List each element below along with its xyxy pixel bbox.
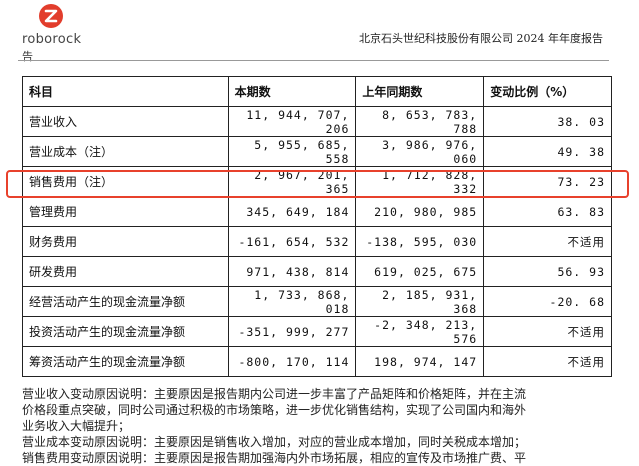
table-row: 财务费用 -161, 654, 532 -138, 595, 030 不适用 — [22, 226, 612, 257]
prior-value: 2, 185, 931, 368 — [355, 286, 485, 317]
table-row: 投资活动产生的现金流量净额 -351, 999, 277 -2, 348, 21… — [22, 316, 612, 347]
note-line: 业务收入大幅提升； — [22, 419, 131, 433]
change-ratio: 56. 93 — [483, 256, 612, 287]
current-value: 5, 955, 685, 558 — [227, 136, 357, 167]
change-ratio: 不适用 — [483, 346, 612, 377]
row-label: 研发费用 — [22, 256, 229, 287]
note-line: 营业收入变动原因说明：主要原因是报告期内公司进一步丰富了产品矩阵和价格矩阵，并在… — [22, 387, 527, 401]
current-value: -351, 999, 277 — [227, 316, 357, 347]
table-header-row: 科目 本期数 上年同期数 变动比例（%） — [22, 76, 612, 107]
row-label: 投资活动产生的现金流量净额 — [22, 316, 229, 347]
prior-value: 198, 974, 147 — [355, 346, 485, 377]
column-header: 上年同期数 — [355, 76, 485, 107]
note-line: 营业成本变动原因说明：主要原因是销售收入增加，对应的营业成本增加，同时关税成本增… — [22, 435, 527, 449]
table-row: 筹资活动产生的现金流量净额 -800, 170, 114 198, 974, 1… — [22, 346, 612, 377]
row-label: 管理费用 — [22, 196, 229, 227]
change-ratio: 不适用 — [483, 316, 612, 347]
current-value: 345, 649, 184 — [227, 196, 357, 227]
table-row: 管理费用 345, 649, 184 210, 980, 985 63. 83 — [22, 196, 612, 227]
column-header: 科目 — [22, 76, 229, 107]
logo-mark-icon — [39, 4, 63, 28]
current-value: 11, 944, 707, 206 — [227, 106, 357, 137]
highlight-annotation-box — [6, 170, 629, 198]
prior-value: 210, 980, 985 — [355, 196, 485, 227]
change-ratio: 63. 83 — [483, 196, 612, 227]
column-header: 变动比例（%） — [483, 76, 612, 107]
row-label: 营业成本（注） — [22, 136, 229, 167]
prior-value: -138, 595, 030 — [355, 226, 485, 257]
current-value: 1, 733, 868, 018 — [227, 286, 357, 317]
change-ratio: 不适用 — [483, 226, 612, 257]
table-row: 研发费用 971, 438, 814 619, 025, 675 56. 93 — [22, 256, 612, 287]
current-value: -161, 654, 532 — [227, 226, 357, 257]
prior-value: 3, 986, 976, 060 — [355, 136, 485, 167]
brand-name: roborock — [22, 32, 82, 47]
column-header: 本期数 — [227, 76, 357, 107]
table-row: 经营活动产生的现金流量净额 1, 733, 868, 018 2, 185, 9… — [22, 286, 612, 317]
row-label: 经营活动产生的现金流量净额 — [22, 286, 229, 317]
change-ratio: 38. 03 — [483, 106, 612, 137]
financial-table: 科目 本期数 上年同期数 变动比例（%） 营业收入 11, 944, 707, … — [22, 76, 612, 377]
explanation-notes: 营业收入变动原因说明：主要原因是报告期内公司进一步丰富了产品矩阵和价格矩阵，并在… — [22, 386, 614, 466]
report-title: 北京石头世纪科技股份有限公司 2024 年年度报告 — [359, 32, 603, 45]
row-label: 财务费用 — [22, 226, 229, 257]
note-line: 价格段重点突破，同时公司通过积极的市场策略，进一步优化销售结构，实现了公司国内和… — [22, 403, 527, 417]
note-line: 销售费用变动原因说明：主要原因是报告期加强海内外市场拓展，相应的宣传及市场推广费… — [22, 451, 527, 465]
table-row: 营业收入 11, 944, 707, 206 8, 653, 783, 788 … — [22, 106, 612, 137]
header-sub-char: 告 — [22, 50, 33, 63]
current-value: -800, 170, 114 — [227, 346, 357, 377]
header-divider — [18, 60, 609, 61]
current-value: 971, 438, 814 — [227, 256, 357, 287]
row-label: 营业收入 — [22, 106, 229, 137]
prior-value: 619, 025, 675 — [355, 256, 485, 287]
change-ratio: 49. 38 — [483, 136, 612, 167]
prior-value: 8, 653, 783, 788 — [355, 106, 485, 137]
company-logo: roborock 告 — [18, 4, 98, 63]
change-ratio: -20. 68 — [483, 286, 612, 317]
prior-value: -2, 348, 213, 576 — [355, 316, 485, 347]
table-row: 营业成本（注） 5, 955, 685, 558 3, 986, 976, 06… — [22, 136, 612, 167]
row-label: 筹资活动产生的现金流量净额 — [22, 346, 229, 377]
